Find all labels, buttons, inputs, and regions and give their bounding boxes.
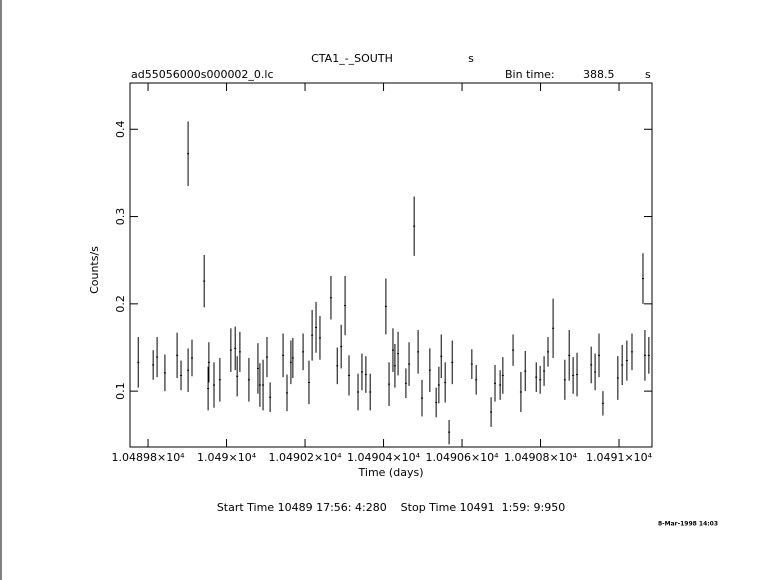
x-axis-label: Time (days) <box>358 466 424 479</box>
x-tick-label: 1.0491×10⁴ <box>586 451 653 464</box>
y-tick-label: 0.4 <box>114 121 127 139</box>
bin-time-label: Bin time: <box>505 68 555 81</box>
x-tick-label: 1.04898×10⁴ <box>111 451 185 464</box>
bin-time-unit: s <box>645 68 651 81</box>
plot-frame <box>129 82 653 448</box>
title-unit: s <box>468 52 474 65</box>
x-tick-label: 1.049×10⁴ <box>197 451 257 464</box>
y-tick-label: 0.2 <box>114 295 127 313</box>
x-tick-label: 1.04906×10⁴ <box>425 451 499 464</box>
chart-title: CTA1_-_SOUTH <box>311 52 393 65</box>
x-tick-label: 1.04908×10⁴ <box>504 451 578 464</box>
x-tick-label: 1.04902×10⁴ <box>268 451 342 464</box>
y-tick-label: 0.3 <box>114 208 127 226</box>
bin-time: 388.5 <box>583 68 615 81</box>
y-tick-label: 0.1 <box>114 382 127 400</box>
date-stamp: 8-Mar-1998 14:03 <box>658 521 718 528</box>
time-range: Start Time 10489 17:56: 4:280 Stop Time … <box>217 501 565 514</box>
y-axis-label: Counts/s <box>88 246 101 294</box>
x-tick-label: 1.04904×10⁴ <box>347 451 421 464</box>
file-name: ad55056000s000002_0.lc <box>131 68 274 81</box>
